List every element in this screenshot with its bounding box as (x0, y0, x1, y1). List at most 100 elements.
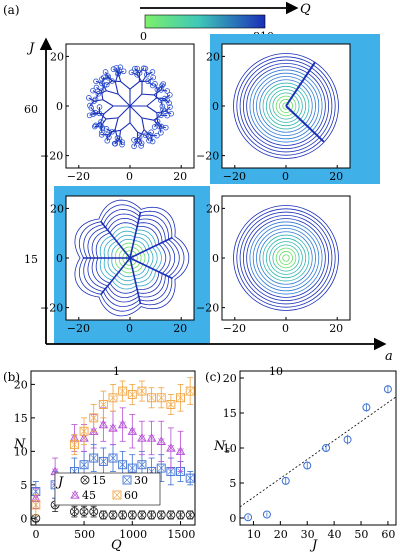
data-point (98, 456, 108, 466)
contour-ring (265, 85, 307, 127)
network-branch (102, 99, 114, 107)
contour-ring (259, 79, 313, 133)
data-point-cross (148, 511, 155, 519)
subplot-x-tick: −20 (223, 170, 246, 183)
data-point (262, 510, 271, 519)
data-point (185, 510, 195, 520)
subplot-y-tick: 0 (56, 252, 63, 265)
contour-ring (239, 211, 333, 305)
network-branch (114, 117, 119, 130)
data-point (146, 433, 157, 442)
contour-ring (269, 241, 303, 275)
legend-marker (80, 475, 90, 485)
network-branch (165, 106, 171, 112)
data-point-cross (32, 515, 40, 522)
y-tick-label: 15 (14, 412, 28, 425)
data-point-cross (148, 394, 155, 401)
network-branch (139, 137, 143, 144)
data-point (147, 393, 157, 403)
network-branch (106, 128, 113, 133)
network-node (93, 84, 100, 91)
panel-b-label: (b) (3, 370, 20, 384)
network-node (138, 140, 145, 146)
cell-wall (129, 257, 173, 280)
contour-ring (265, 237, 307, 279)
legend-label: 15 (92, 474, 106, 487)
network-node (96, 104, 103, 110)
network-branch (134, 68, 140, 74)
network-node (99, 129, 105, 135)
subplot-x-tick: 0 (282, 322, 289, 335)
data-point (117, 419, 128, 429)
data-point (89, 453, 99, 463)
data-point-cross (129, 511, 136, 519)
data-point-cross (158, 511, 165, 519)
network-branch (106, 80, 113, 86)
data-point-cross (167, 511, 175, 519)
network-branch (100, 125, 103, 133)
network-node (145, 78, 151, 85)
data-point (118, 460, 128, 470)
contour-ring (282, 254, 290, 262)
data-point-cross (158, 464, 165, 472)
network-branch (107, 77, 116, 83)
panel-c-ylabel-main: N (213, 439, 226, 454)
network-branch (165, 110, 172, 115)
data-point-cross (177, 448, 184, 455)
contour-ring (236, 56, 336, 156)
network-node (99, 76, 105, 82)
network-branch (141, 117, 145, 130)
network-node (101, 82, 108, 89)
data-point (98, 400, 108, 409)
network-node (160, 81, 167, 87)
network-branch (153, 94, 162, 101)
network-branch (143, 129, 151, 136)
colorbar-min-label: 0 (140, 30, 147, 43)
data-point-cross (32, 501, 40, 509)
network-node (117, 64, 124, 71)
data-point (137, 433, 147, 442)
data-point (69, 507, 79, 517)
y-tick-label: 10 (223, 442, 237, 455)
subplots: −20−20002020−20−20002020−20−20002020−20−… (40, 43, 351, 335)
data-point-cross (138, 387, 146, 395)
plot-frame (30, 370, 196, 526)
network-node (112, 140, 119, 147)
data-point-cross (80, 461, 88, 468)
network-branch (98, 90, 107, 95)
network-branch (106, 134, 109, 141)
series-J60 (31, 377, 195, 516)
network-branch (129, 81, 140, 90)
data-point-cross (90, 454, 97, 462)
panel-c-xlabel: J (309, 538, 318, 553)
network-branch (95, 93, 99, 100)
network-branch (153, 119, 161, 127)
contour-ring (275, 95, 297, 117)
network-node (93, 78, 99, 85)
network-branch (160, 109, 164, 116)
data-point (185, 473, 195, 483)
plot-frame (239, 370, 397, 526)
subplot-y-tick: −20 (40, 150, 63, 163)
data-point (185, 386, 195, 396)
contour-ring (239, 59, 333, 153)
subplot-x-tick: −20 (67, 322, 90, 335)
contour-ring (262, 234, 310, 282)
network-node (136, 134, 143, 141)
network-branch (100, 91, 104, 100)
subplot-x-tick: 20 (329, 170, 343, 183)
network-node (90, 111, 96, 117)
network-branch (129, 93, 143, 107)
network-node (149, 69, 156, 75)
data-point-cross (167, 444, 175, 452)
data-point-cross (119, 511, 126, 519)
data-point (127, 463, 137, 473)
data-point (176, 393, 185, 403)
network-node (146, 137, 152, 144)
network-node (167, 92, 173, 98)
data-point-cross (71, 508, 78, 515)
network-branch (159, 126, 166, 129)
legend-marker (112, 490, 122, 500)
network-branch (117, 70, 124, 75)
data-point (137, 460, 147, 470)
